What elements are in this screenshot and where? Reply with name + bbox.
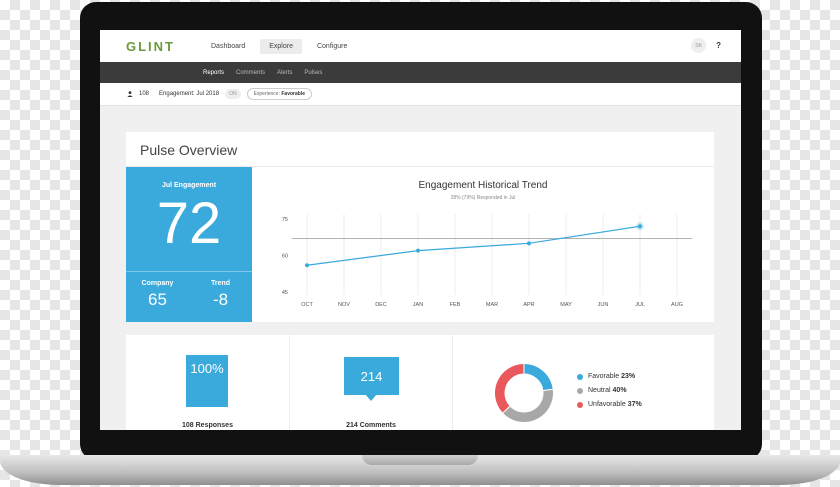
neutral-dot <box>577 387 583 394</box>
donut-slice-favorable <box>523 362 554 392</box>
comments-tile[interactable]: 214 214 Comments <box>290 335 453 430</box>
data-point <box>305 263 309 268</box>
filter-bar: 108 Engagement: Jul 2018 ON Experience: … <box>100 83 741 106</box>
x-tick-label: NOV <box>338 302 350 308</box>
x-tick-label: DEC <box>375 302 387 308</box>
responses-box: 100% <box>186 355 228 407</box>
kpi-divider <box>126 271 252 272</box>
experience-filter[interactable]: Experience: Favorable <box>246 88 312 100</box>
donut-legend: Favorable 23% Neutral 40% Unfavorable 37… <box>577 373 642 415</box>
x-tick-label: APR <box>523 302 534 308</box>
nav-dashboard[interactable]: Dashboard <box>211 42 246 50</box>
speech-bubble-tail-icon <box>365 394 377 401</box>
app-screen: GLINT Dashboard Explore Configure SK ? R… <box>100 30 741 430</box>
company-benchmark: Company 65 <box>126 280 189 310</box>
company-label: Company <box>141 280 174 287</box>
legend-label: Neutral <box>588 387 611 394</box>
sentiment-donut-chart <box>494 362 554 423</box>
trend-label: Trend <box>210 280 231 287</box>
experience-filter-label: Experience: <box>253 91 280 97</box>
data-point <box>416 248 420 253</box>
legend-pct: 23% <box>621 373 636 380</box>
experience-filter-value: Favorable <box>281 91 305 97</box>
laptop-notch <box>362 455 478 465</box>
survey-title[interactable]: Engagement: Jul 2018 <box>159 91 220 97</box>
x-tick-label: MAY <box>560 302 572 308</box>
subnav-comments[interactable]: Comments <box>236 69 266 76</box>
participant-count: 108 <box>139 91 150 97</box>
summary-row: 100% 108 Responses 214 214 Comments Favo… <box>126 335 714 430</box>
pulse-overview-card: Pulse Overview Jul Engagement 72 Company… <box>126 132 714 322</box>
favorable-dot <box>577 373 583 380</box>
sentiment-tile[interactable]: Favorable 23% Neutral 40% Unfavorable 37… <box>453 335 714 430</box>
engagement-kpi[interactable]: Jul Engagement 72 Company 65 Trend -8 <box>126 167 252 322</box>
legend-favorable: Favorable 23% <box>577 373 642 380</box>
avatar[interactable]: SK <box>691 38 707 53</box>
data-point <box>638 224 642 229</box>
donut-slice-unfavorable <box>494 362 525 414</box>
logo[interactable]: GLINT <box>126 38 175 54</box>
responses-label: 108 Responses <box>182 422 233 429</box>
kpi-value: 72 <box>156 191 222 256</box>
on-badge[interactable]: ON <box>225 89 241 99</box>
comments-box: 214 <box>344 357 399 395</box>
nav-explore[interactable]: Explore <box>260 38 302 54</box>
sub-nav: Reports Comments Alerts Pulses <box>100 62 741 83</box>
subnav-reports[interactable]: Reports <box>203 69 225 76</box>
y-tick-label: 45 <box>282 290 288 296</box>
person-icon <box>127 91 133 97</box>
y-tick-label: 60 <box>282 254 288 260</box>
unfavorable-dot <box>577 401 583 408</box>
top-nav: GLINT Dashboard Explore Configure SK ? <box>100 30 741 62</box>
legend-neutral: Neutral 40% <box>577 387 642 394</box>
legend-unfavorable: Unfavorable 37% <box>577 401 642 408</box>
x-tick-label: FEB <box>450 302 461 308</box>
trend-value: -8 <box>212 290 229 309</box>
x-tick-label: OCT <box>301 302 313 308</box>
chart-title: Engagement Historical Trend <box>418 180 548 191</box>
subnav-alerts[interactable]: Alerts <box>277 69 293 76</box>
x-tick-label: JUN <box>598 302 609 308</box>
x-tick-label: JUL <box>635 302 645 308</box>
legend-pct: 37% <box>627 401 642 408</box>
legend-label: Favorable <box>588 373 620 380</box>
series-line <box>306 225 641 266</box>
responses-tile[interactable]: 100% 108 Responses <box>126 335 290 430</box>
x-tick-label: JAN <box>413 302 423 308</box>
comments-label: 214 Comments <box>346 422 396 429</box>
x-tick-label: AUG <box>671 302 683 308</box>
kpi-label: Jul Engagement <box>161 182 217 189</box>
trend-benchmark: Trend -8 <box>189 280 252 310</box>
x-tick-label: MAR <box>486 302 498 308</box>
legend-pct: 40% <box>612 387 627 394</box>
engagement-trend-chart: OCT NOV DEC JAN FEB MAR APR MAY JUN JUL AUG 75 60 45 <box>282 214 692 308</box>
data-point <box>527 241 531 246</box>
company-value: 65 <box>148 290 167 309</box>
y-tick-label: 75 <box>282 217 288 223</box>
help-icon[interactable]: ? <box>716 41 721 50</box>
card-title: Pulse Overview <box>126 132 714 167</box>
chart-subtitle: 28% (79%) Responded in Jul <box>450 195 516 201</box>
subnav-pulses[interactable]: Pulses <box>304 69 323 76</box>
top-right-controls: SK ? <box>691 38 721 53</box>
nav-configure[interactable]: Configure <box>316 42 348 50</box>
legend-label: Unfavorable <box>588 401 626 408</box>
